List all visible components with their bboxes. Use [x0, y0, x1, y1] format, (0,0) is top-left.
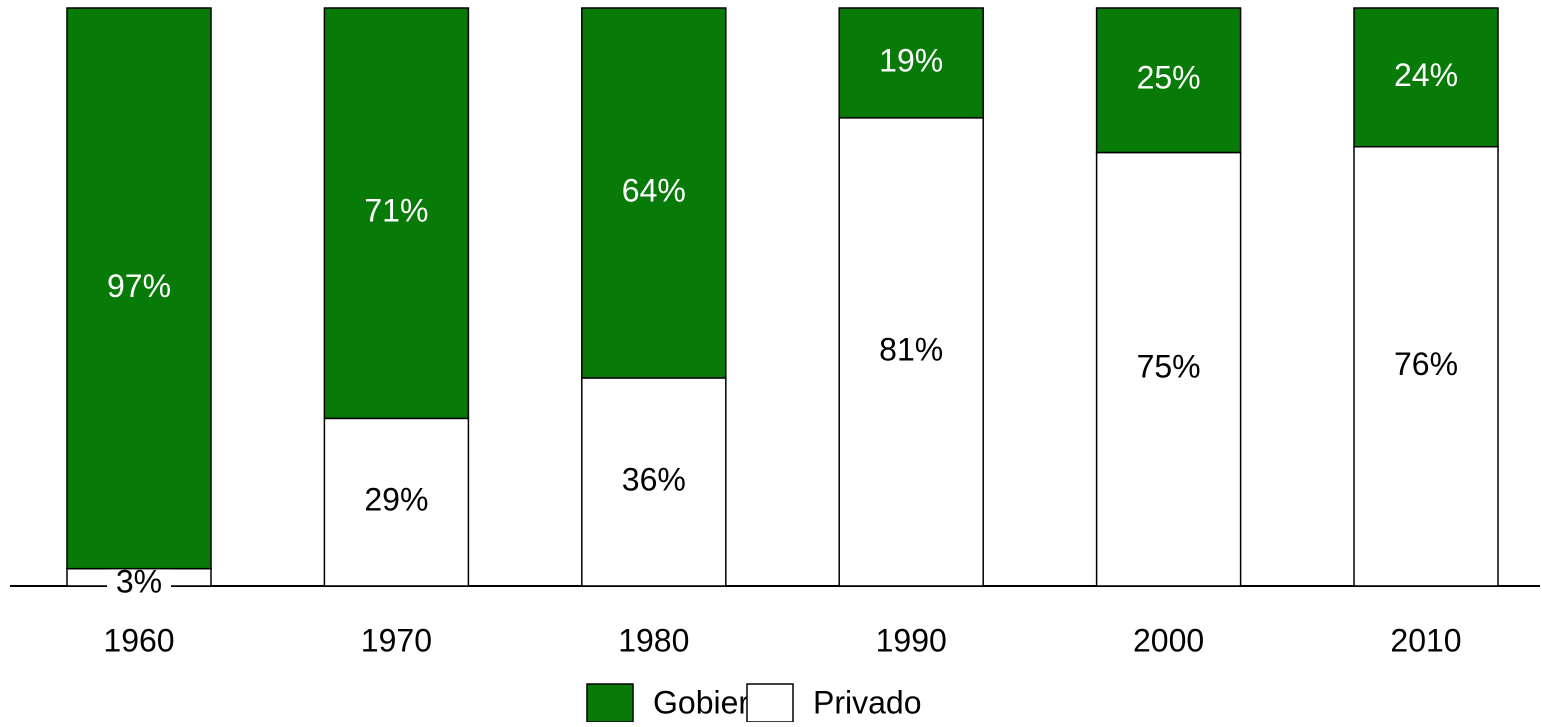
legend-swatch: [746, 683, 794, 723]
bar-segment: [1353, 7, 1499, 148]
data-label: 25%: [1137, 60, 1201, 96]
legend-swatch: [586, 683, 634, 723]
data-label: 3%: [116, 563, 162, 599]
data-label: 29%: [364, 482, 428, 518]
data-label: 36%: [622, 461, 686, 497]
data-label: 75%: [1137, 349, 1201, 385]
data-label: 19%: [879, 42, 943, 78]
x-tick-label: 2000: [1133, 622, 1204, 658]
x-tick-label: 1980: [618, 622, 689, 658]
x-tick-label: 1990: [876, 622, 947, 658]
bar-segment: [323, 7, 470, 420]
bar-segment: [323, 417, 470, 587]
bar-segment: [1095, 151, 1242, 587]
data-label: 76%: [1394, 346, 1458, 382]
data-label: 71%: [364, 193, 428, 229]
bar-segment: [581, 377, 727, 587]
data-label: 97%: [107, 268, 171, 304]
x-tick-label: 1960: [103, 622, 174, 658]
x-tick-label: 2010: [1390, 622, 1461, 658]
data-label: 64%: [622, 172, 686, 208]
data-label: 81%: [879, 331, 943, 367]
legend-label: Privado: [813, 684, 922, 720]
bar-segment: [838, 7, 984, 119]
bar-segment: [1095, 7, 1242, 154]
bar-segment: [581, 7, 727, 379]
bar-segment: [838, 117, 984, 587]
bar-segment: [66, 7, 212, 570]
bar-segment: [1353, 145, 1499, 587]
label-background: [107, 568, 171, 604]
data-label: 24%: [1394, 57, 1458, 93]
x-tick-label: 1970: [361, 622, 432, 658]
